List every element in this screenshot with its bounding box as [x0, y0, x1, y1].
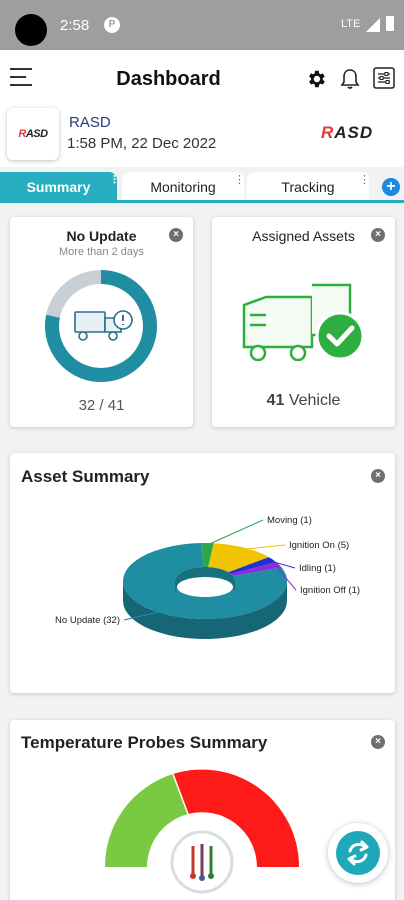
pie-slice — [208, 543, 269, 573]
temperature-gauge — [104, 769, 300, 894]
pie-hole — [177, 577, 233, 597]
company-datetime: 1:58 PM, 22 Dec 2022 — [67, 135, 217, 152]
tab-options-icon[interactable]: ⋮ — [359, 174, 370, 186]
company-info: RASD RASD 1:58 PM, 22 Dec 2022 RASD — [0, 105, 404, 167]
assets-count-value: 41 — [266, 392, 285, 409]
assigned-assets-count: 41 Vehicle — [212, 392, 395, 410]
truck-refresh-icon — [74, 310, 133, 341]
pie-label: No Update (32) — [55, 615, 120, 626]
close-icon[interactable]: × — [169, 228, 183, 242]
assigned-assets-title: Assigned Assets — [252, 228, 355, 244]
tab-tracking[interactable]: Tracking ⋮ — [247, 172, 370, 202]
assets-count-unit: Vehicle — [288, 392, 341, 409]
pie-leader-line — [275, 565, 297, 591]
pie-label: Ignition On (5) — [289, 540, 349, 551]
tab-options-icon[interactable]: ⋮ — [234, 174, 245, 186]
company-logo-text: RASD — [18, 128, 48, 140]
company-name: RASD — [69, 114, 111, 131]
bell-icon[interactable] — [340, 68, 360, 90]
tab-monitoring-label: Monitoring — [150, 179, 216, 195]
temperature-probes-card[interactable]: Temperature Probes Summary × — [10, 720, 395, 900]
refresh-button-inner — [336, 831, 380, 875]
gauge-red-segment — [173, 769, 300, 867]
tab-underline — [0, 200, 404, 203]
no-update-subtitle: More than 2 days — [59, 246, 144, 258]
gear-icon[interactable] — [305, 68, 327, 90]
company-logo: RASD — [7, 108, 59, 160]
filter-icon[interactable] — [373, 67, 395, 89]
tab-monitoring[interactable]: Monitoring ⋮ — [122, 172, 245, 202]
pie-label: Moving (1) — [267, 515, 312, 526]
dashboard-tabs: Summary ⋮ Monitoring ⋮ Tracking ⋮ — [0, 172, 404, 204]
add-tab-icon[interactable]: + — [382, 178, 400, 196]
pie-slice — [200, 543, 214, 568]
asset-summary-pie-chart: Moving (1) Ignition On (5) Idling (1) Ignit… — [55, 515, 360, 639]
pie-leader-line — [242, 544, 286, 550]
asset-summary-title: Asset Summary — [21, 467, 150, 486]
pie-slice — [231, 562, 282, 577]
pie-leader-line — [269, 560, 296, 569]
page-title: Dashboard — [116, 68, 221, 90]
brand-logo: RASD — [321, 123, 374, 142]
signal-icon — [366, 18, 380, 32]
gauge-green-segment — [104, 774, 188, 867]
pie-label: Ignition Off (1) — [300, 585, 360, 596]
close-icon[interactable]: × — [371, 735, 385, 749]
tab-summary-label: Summary — [26, 179, 91, 195]
pie-side-walls — [123, 580, 287, 639]
close-icon[interactable]: × — [371, 228, 385, 242]
pie-leader-line — [123, 610, 163, 621]
no-update-title: No Update — [66, 228, 137, 244]
camera-cutout — [15, 14, 47, 46]
network-label: LTE — [341, 18, 361, 30]
no-update-donut — [45, 270, 157, 382]
status-bar: 2:58 P LTE — [0, 0, 404, 50]
pie-slice — [228, 557, 277, 575]
refresh-button[interactable] — [328, 823, 388, 883]
status-time: 2:58 — [60, 17, 90, 34]
tab-tracking-label: Tracking — [281, 179, 335, 195]
asset-summary-card[interactable]: Asset Summary × Moving (1) Ignition On (5… — [10, 453, 395, 693]
thermometer-icon — [190, 844, 214, 881]
no-update-card[interactable]: No Update More than 2 days × 32 / 41 — [10, 217, 193, 427]
pie-slice-side — [123, 580, 287, 639]
pie-hole-wall — [175, 567, 235, 593]
pie-leader-line — [206, 519, 264, 546]
pie-label: Idling (1) — [299, 563, 336, 574]
tab-summary[interactable]: Summary ⋮ — [0, 172, 120, 202]
battery-icon — [386, 16, 394, 31]
no-update-count: 32 / 41 — [78, 397, 125, 414]
close-icon[interactable]: × — [371, 469, 385, 483]
assigned-assets-card[interactable]: Assigned Assets × 41 Vehicle — [212, 217, 395, 427]
pie-slice — [123, 543, 288, 619]
tab-options-icon[interactable]: ⋮ — [109, 174, 120, 186]
menu-icon[interactable] — [10, 68, 32, 86]
notification-icon: P — [104, 17, 120, 33]
app-header: Dashboard — [0, 50, 404, 105]
temperature-probes-title: Temperature Probes Summary — [21, 733, 268, 752]
refresh-icon — [347, 840, 369, 866]
truck-check-icon — [242, 283, 364, 362]
